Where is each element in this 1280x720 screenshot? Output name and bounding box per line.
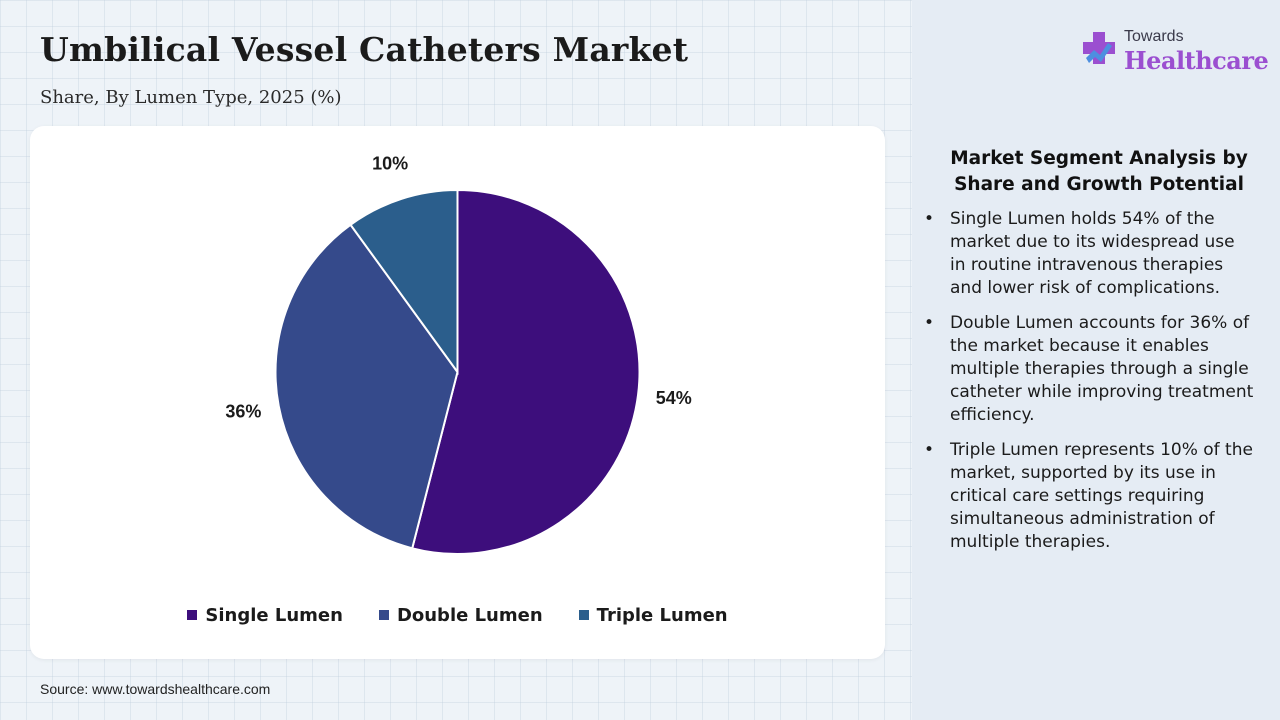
pie-chart: 54% 36% 10% bbox=[225, 153, 692, 555]
legend-label: Triple Lumen bbox=[596, 604, 728, 626]
panel-heading: Market Segment Analysis by Share and Gro… bbox=[950, 148, 1248, 195]
bullet-item: • Triple Lumen represents 10% of the mar… bbox=[924, 439, 1254, 554]
pie-slice-triple-lumen bbox=[349, 188, 459, 376]
legend-label: Double Lumen bbox=[396, 604, 543, 626]
analysis-panel bbox=[912, 0, 1280, 720]
chart-subtitle: Share, By Lumen Type, 2025 (%) bbox=[40, 87, 342, 108]
page-title: Umbilical Vessel Catheters Market bbox=[40, 30, 689, 69]
legend-swatch-icon bbox=[187, 610, 198, 620]
chart-legend: Single Lumen Double Lumen Triple Lumen bbox=[30, 602, 885, 628]
bullet-item: • Single Lumen holds 54% of the market d… bbox=[924, 208, 1254, 300]
pie-slice-single-lumen bbox=[411, 188, 641, 555]
bullet-text: Double Lumen accounts for 36% of the mar… bbox=[950, 313, 1254, 425]
legend-item-triple-lumen: Triple Lumen bbox=[578, 604, 728, 626]
chart-card: 54% 36% 10% Single Lumen Double Lumen Triple… bbox=[30, 126, 885, 659]
analysis-bullets: • Single Lumen holds 54% of the market d… bbox=[924, 208, 1254, 566]
bullet-icon: • bbox=[924, 440, 935, 460]
bullet-item: • Double Lumen accounts for 36% of the m… bbox=[924, 312, 1254, 427]
data-label-single-lumen: 54% bbox=[656, 388, 692, 408]
legend-swatch-icon bbox=[578, 610, 589, 620]
legend-item-single-lumen: Single Lumen bbox=[187, 605, 343, 626]
legend-label: Single Lumen bbox=[205, 604, 343, 626]
bullet-icon: • bbox=[924, 313, 935, 333]
bullet-text: Triple Lumen represents 10% of the marke… bbox=[950, 440, 1253, 552]
data-label-double-lumen: 36% bbox=[225, 402, 261, 422]
data-label-triple-lumen: 10% bbox=[372, 153, 408, 173]
logo-big-text: Healthcare bbox=[1124, 46, 1269, 75]
legend-item-double-lumen: Double Lumen bbox=[378, 604, 543, 626]
medical-cross-icon bbox=[1083, 32, 1115, 64]
source-note: Source: www.towardshealthcare.com bbox=[40, 681, 271, 697]
bullet-icon: • bbox=[924, 209, 935, 229]
logo-small-text: Towards bbox=[1124, 28, 1184, 45]
bullet-text: Single Lumen holds 54% of the market due… bbox=[950, 209, 1235, 298]
pie-slice-double-lumen bbox=[274, 223, 459, 550]
brand-logo: Towards Healthcare bbox=[1080, 28, 1269, 78]
legend-swatch-icon bbox=[378, 610, 389, 620]
